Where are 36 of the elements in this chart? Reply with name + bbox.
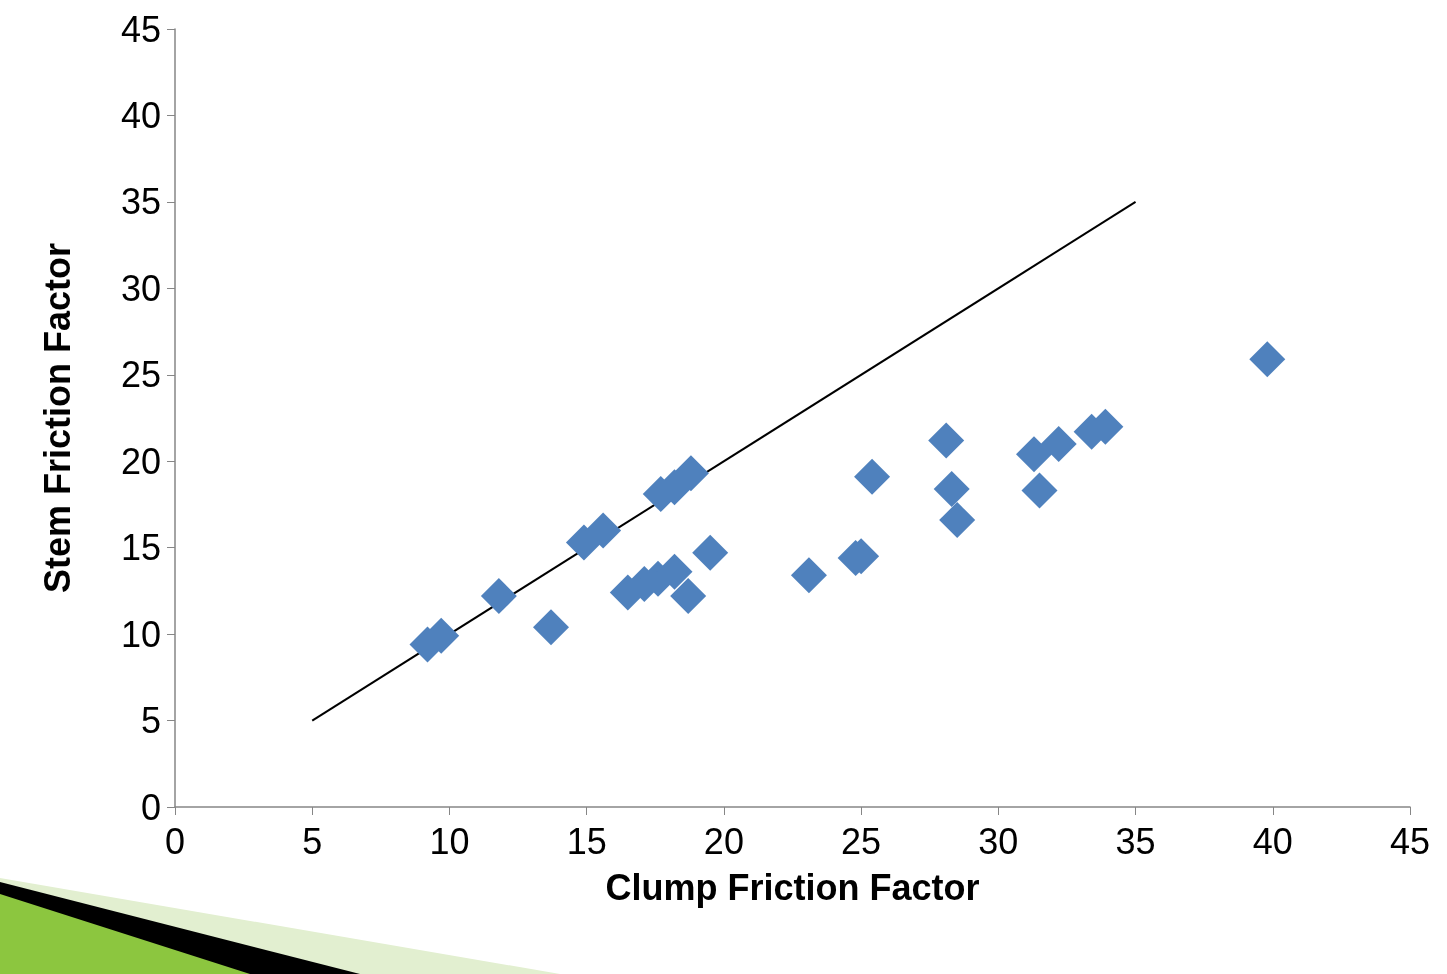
- point: [480, 578, 517, 615]
- point: [933, 470, 970, 507]
- y-tick-label: 5: [140, 700, 161, 742]
- point: [1021, 472, 1058, 509]
- y-axis-title: Stem Friction Factor: [36, 242, 78, 594]
- x-tick-label: 10: [429, 820, 470, 862]
- y-tick-label: 40: [120, 94, 161, 136]
- point: [1016, 436, 1053, 473]
- x-tick-label: 5: [302, 820, 323, 862]
- point: [532, 609, 569, 646]
- point: [670, 578, 707, 615]
- point: [692, 534, 729, 571]
- y-tick-label: 45: [120, 8, 161, 50]
- point: [1040, 425, 1077, 462]
- point: [928, 422, 965, 459]
- y-tick-label: 20: [120, 440, 161, 482]
- y-tick-label: 25: [120, 354, 161, 396]
- x-tick-label: 15: [566, 820, 607, 862]
- x-axis-title: Clump Friction Factor: [605, 866, 980, 908]
- x-tick-label: 25: [841, 820, 882, 862]
- y-tick-label: 0: [140, 786, 161, 828]
- point: [939, 502, 976, 538]
- y-tick-label: 15: [120, 527, 161, 569]
- point: [854, 458, 891, 495]
- x-tick-label: 40: [1252, 820, 1293, 862]
- point: [1249, 341, 1286, 378]
- y-tick-label: 10: [120, 613, 161, 655]
- y-tick-label: 30: [120, 267, 161, 309]
- point: [790, 557, 827, 594]
- x-tick-label: 20: [703, 820, 744, 862]
- point: [672, 455, 709, 492]
- x-tick-label: 45: [1389, 820, 1431, 862]
- x-tick-label: 30: [978, 820, 1019, 862]
- x-tick-label: 35: [1115, 820, 1156, 862]
- point: [585, 512, 622, 549]
- y-tick-label: 35: [120, 181, 161, 223]
